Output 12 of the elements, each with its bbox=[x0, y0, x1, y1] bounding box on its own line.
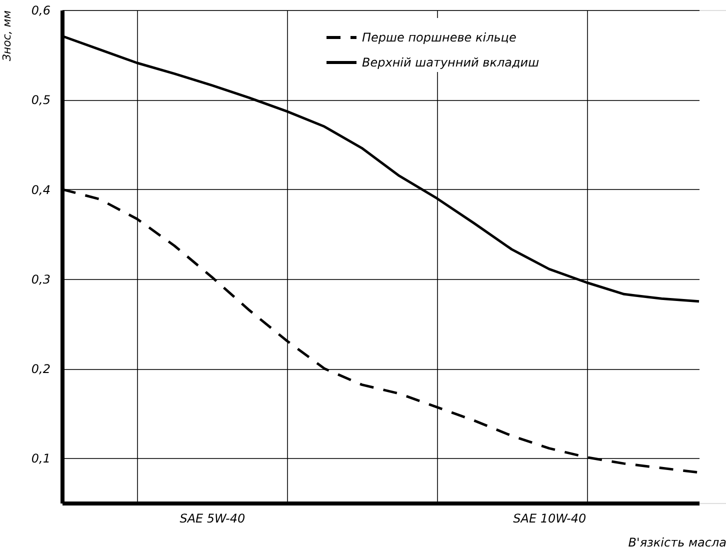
x-axis-title: В'язкість масла bbox=[628, 536, 726, 549]
y-tick-label: 0,3 bbox=[31, 272, 50, 286]
y-axis-title: Знос, мм bbox=[0, 10, 14, 62]
y-tick-label: 0,2 bbox=[31, 362, 50, 376]
legend-label: Перше поршневе кільце bbox=[362, 30, 516, 44]
y-tick-label: 0,5 bbox=[31, 93, 50, 108]
y-tick-label: 0,6 bbox=[31, 4, 51, 18]
x-tick-label: SAE 5W-40 bbox=[180, 512, 246, 526]
x-tick-label: SAE 10W-40 bbox=[513, 512, 587, 526]
y-tick-label: 0,4 bbox=[31, 182, 50, 197]
y-tick-label: 0,1 bbox=[31, 452, 50, 466]
legend-label: Верхній шатунний вкладиш bbox=[362, 56, 540, 70]
